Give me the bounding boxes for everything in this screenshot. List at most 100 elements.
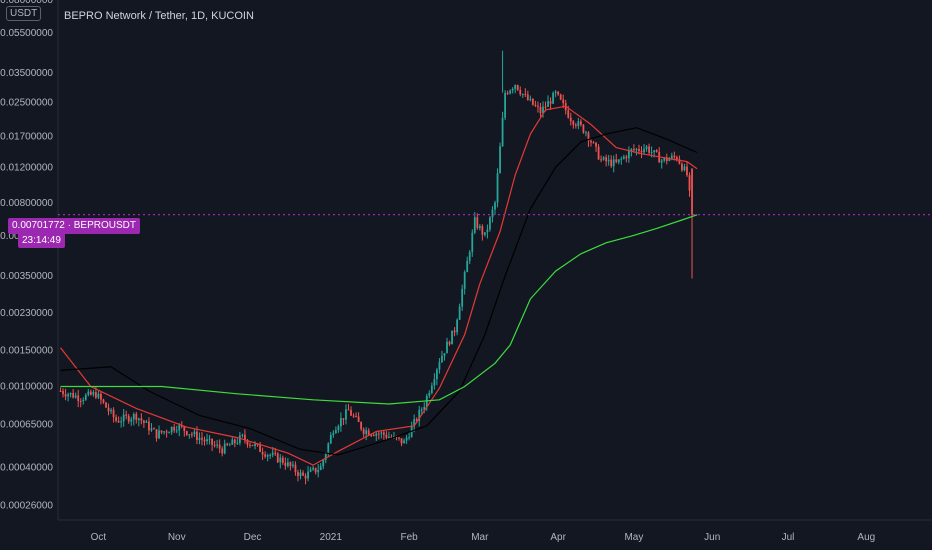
candle-body [691,169,693,215]
candle-body [75,396,77,398]
candle-body [676,157,678,159]
candle-body [171,427,173,432]
candle-body [507,93,509,94]
candle-body [567,110,569,117]
y-tick-label: 0.00026000 [0,500,53,511]
candle-body [166,431,168,432]
candle-body [295,465,297,472]
candle-body [598,147,600,160]
candle-body [226,444,228,445]
candle-body [593,142,595,143]
candle-body [252,445,254,446]
candle-body [289,462,291,466]
price-unit-label[interactable]: USDT [6,6,41,21]
candle-body [641,151,643,152]
candle-body [451,331,453,345]
candle-body [577,121,579,126]
candle-body [527,94,529,99]
candle-body [186,431,188,435]
candle-body [118,421,120,422]
candle-body [211,439,213,445]
candle-body [656,150,658,152]
candle-body [380,432,382,433]
candle-body [272,453,274,455]
candle-body [484,232,486,234]
candle-body [199,438,201,440]
candle-body [358,416,360,422]
candle-body [348,409,350,410]
y-tick-label: 0.05500000 [0,28,53,39]
candle-body [456,320,458,332]
candle-body [590,141,592,143]
candle-body [529,99,531,100]
candle-body [459,307,461,320]
x-tick-label: Nov [168,532,186,543]
candle-body [519,90,521,94]
y-tick-label: 0.00800000 [0,198,53,209]
candle-body [320,466,322,470]
candle-body [421,410,423,411]
candle-body [120,421,122,422]
candle-body [648,147,650,153]
candle-body [191,434,193,435]
candle-body [82,400,84,401]
candle-body [80,401,82,402]
x-tick-label: Jul [782,532,795,543]
candle-body [365,430,367,434]
candle-body [269,455,271,456]
candle-body [219,445,221,449]
candle-body [368,430,370,435]
candle-body [388,437,390,438]
candle-body [600,159,602,160]
candle-countdown: 23:14:49 [18,234,65,248]
candle-body [625,157,627,159]
candle-body [135,414,137,420]
candle-body [613,159,615,166]
candle-body [188,434,190,435]
candle-body [509,90,511,93]
candle-body [466,261,468,272]
candle-body [103,400,105,403]
candle-body [77,396,79,401]
candle-body [100,394,102,400]
candle-body [85,395,87,400]
x-tick-label: Dec [244,532,262,543]
candle-body [158,431,160,439]
candle-body [378,434,380,435]
candle-body [229,445,231,446]
candle-body [433,379,435,386]
y-tick-label: 0.00350000 [0,271,53,282]
y-tick-label: 0.01700000 [0,132,53,143]
candle-body [98,394,100,398]
candle-body [373,435,375,436]
candle-body [383,432,385,434]
candle-body [653,150,655,152]
candle-body [550,101,552,103]
candle-body [441,356,443,362]
candle-body [355,416,357,417]
candle-body [540,107,542,113]
candle-body [305,476,307,479]
candle-body [176,430,178,431]
candle-body [105,402,107,407]
y-axis: 0.08000000 0.05500000 0.03500000 0.02500000… [0,0,932,520]
candle-body [514,85,516,89]
candle-body [307,472,309,479]
candle-body [345,409,347,419]
candle-body [449,342,451,345]
candle-body [125,415,127,416]
candle-body [406,438,408,441]
candle-body [497,173,499,202]
candle-body [671,156,673,159]
candle-body [363,429,365,434]
candle-body [312,468,314,470]
candle-body [385,435,387,438]
candle-body [178,425,180,430]
y-tick-label: 0.01200000 [0,162,53,173]
candle-body [537,106,539,107]
candle-body [684,167,686,171]
candle-body [403,440,405,443]
candle-body [143,421,145,423]
candle-body [249,445,251,446]
